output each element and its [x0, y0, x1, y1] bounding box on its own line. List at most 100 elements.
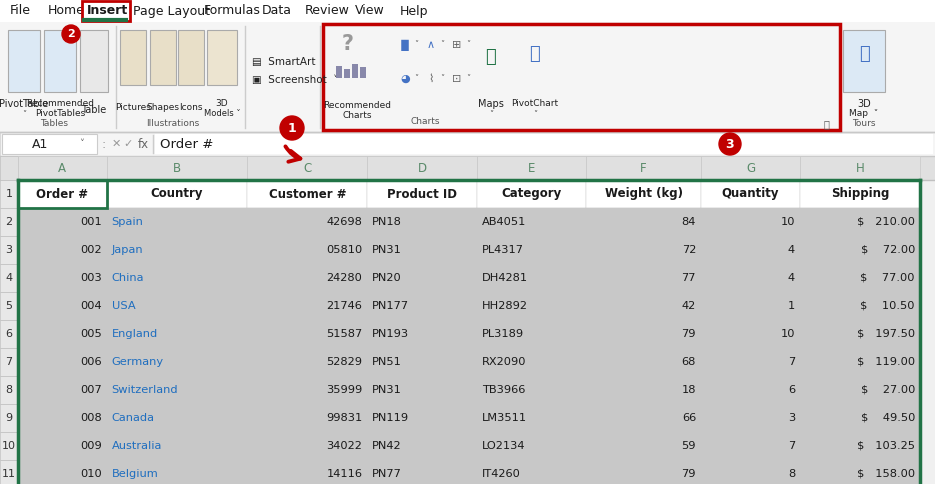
Bar: [367, 236, 477, 264]
Bar: [323, 24, 840, 130]
Text: A1: A1: [32, 137, 49, 151]
Bar: [18, 460, 107, 484]
Bar: [248, 292, 367, 320]
Text: 1: 1: [788, 301, 795, 311]
Bar: [701, 460, 800, 484]
Text: E: E: [528, 162, 535, 175]
Text: 35999: 35999: [326, 385, 363, 395]
Text: 🌍: 🌍: [485, 48, 496, 66]
Text: C: C: [303, 162, 311, 175]
Text: 9: 9: [6, 413, 12, 423]
Bar: [18, 208, 107, 236]
Text: 4: 4: [788, 245, 795, 255]
Bar: [800, 180, 920, 208]
Bar: [107, 292, 248, 320]
Bar: [514, 30, 556, 92]
Bar: [586, 264, 701, 292]
Bar: [800, 348, 920, 376]
Text: 007: 007: [79, 385, 102, 395]
Bar: [367, 460, 477, 484]
Bar: [586, 180, 701, 208]
Text: 1: 1: [6, 189, 12, 199]
Bar: [248, 404, 367, 432]
Text: 002: 002: [80, 245, 102, 255]
Text: 52829: 52829: [326, 357, 363, 367]
Bar: [367, 376, 477, 404]
Text: LO2134: LO2134: [482, 441, 525, 451]
Text: 79: 79: [682, 469, 696, 479]
Bar: [477, 320, 586, 348]
Bar: [367, 264, 477, 292]
Text: 05810: 05810: [326, 245, 363, 255]
Bar: [701, 404, 800, 432]
Bar: [328, 30, 386, 98]
Bar: [477, 348, 586, 376]
Bar: [155, 134, 933, 154]
Bar: [107, 264, 248, 292]
Text: ▐▌: ▐▌: [396, 39, 413, 51]
Text: 72: 72: [682, 245, 696, 255]
Text: G: G: [746, 162, 755, 175]
Text: PivotTables: PivotTables: [35, 109, 85, 119]
Bar: [367, 432, 477, 460]
Bar: [18, 376, 107, 404]
Text: $   197.50: $ 197.50: [856, 329, 915, 339]
Bar: [586, 292, 701, 320]
Text: Order #: Order #: [160, 137, 213, 151]
Bar: [248, 320, 367, 348]
Bar: [477, 180, 586, 208]
Text: Product ID: Product ID: [387, 187, 457, 200]
Text: Map  ˅: Map ˅: [849, 108, 879, 118]
Bar: [18, 180, 107, 208]
Text: Order #: Order #: [36, 187, 88, 200]
Text: 10: 10: [2, 441, 16, 451]
Text: IT4260: IT4260: [482, 469, 521, 479]
Text: 005: 005: [79, 329, 102, 339]
Bar: [477, 292, 586, 320]
Text: 77: 77: [682, 273, 696, 283]
Bar: [0, 404, 18, 432]
Text: Formulas: Formulas: [204, 4, 261, 17]
Bar: [18, 404, 107, 432]
Text: $   103.25: $ 103.25: [857, 441, 915, 451]
Bar: [448, 68, 466, 90]
Text: 5: 5: [6, 301, 12, 311]
Text: PL4317: PL4317: [482, 245, 524, 255]
Bar: [422, 68, 440, 90]
Bar: [477, 264, 586, 292]
Text: H: H: [856, 162, 865, 175]
Text: $    27.00: $ 27.00: [860, 385, 915, 395]
Text: View: View: [355, 4, 384, 17]
Text: PN193: PN193: [372, 329, 410, 339]
Bar: [586, 236, 701, 264]
Bar: [367, 156, 477, 180]
Bar: [701, 376, 800, 404]
Text: Order #: Order #: [36, 187, 88, 200]
Bar: [477, 208, 586, 236]
Bar: [82, 1, 130, 21]
Text: 8: 8: [788, 469, 795, 479]
Bar: [422, 34, 440, 56]
Text: 1: 1: [288, 121, 296, 135]
Bar: [344, 69, 350, 78]
Bar: [248, 264, 367, 292]
Text: Maps: Maps: [478, 99, 504, 109]
Bar: [367, 320, 477, 348]
Text: 84: 84: [682, 217, 696, 227]
Text: HH2892: HH2892: [482, 301, 528, 311]
Text: PN18: PN18: [372, 217, 402, 227]
Bar: [248, 348, 367, 376]
Text: 14116: 14116: [326, 469, 363, 479]
Text: PN20: PN20: [372, 273, 402, 283]
Text: 42: 42: [682, 301, 696, 311]
Text: 68: 68: [682, 357, 696, 367]
Text: 009: 009: [79, 441, 102, 451]
Bar: [107, 208, 248, 236]
Text: PN42: PN42: [372, 441, 402, 451]
Text: Country: Country: [151, 187, 203, 200]
Text: PN31: PN31: [372, 385, 402, 395]
Text: 10: 10: [781, 329, 795, 339]
Text: fx: fx: [137, 137, 149, 151]
Bar: [0, 180, 18, 208]
Bar: [18, 264, 107, 292]
